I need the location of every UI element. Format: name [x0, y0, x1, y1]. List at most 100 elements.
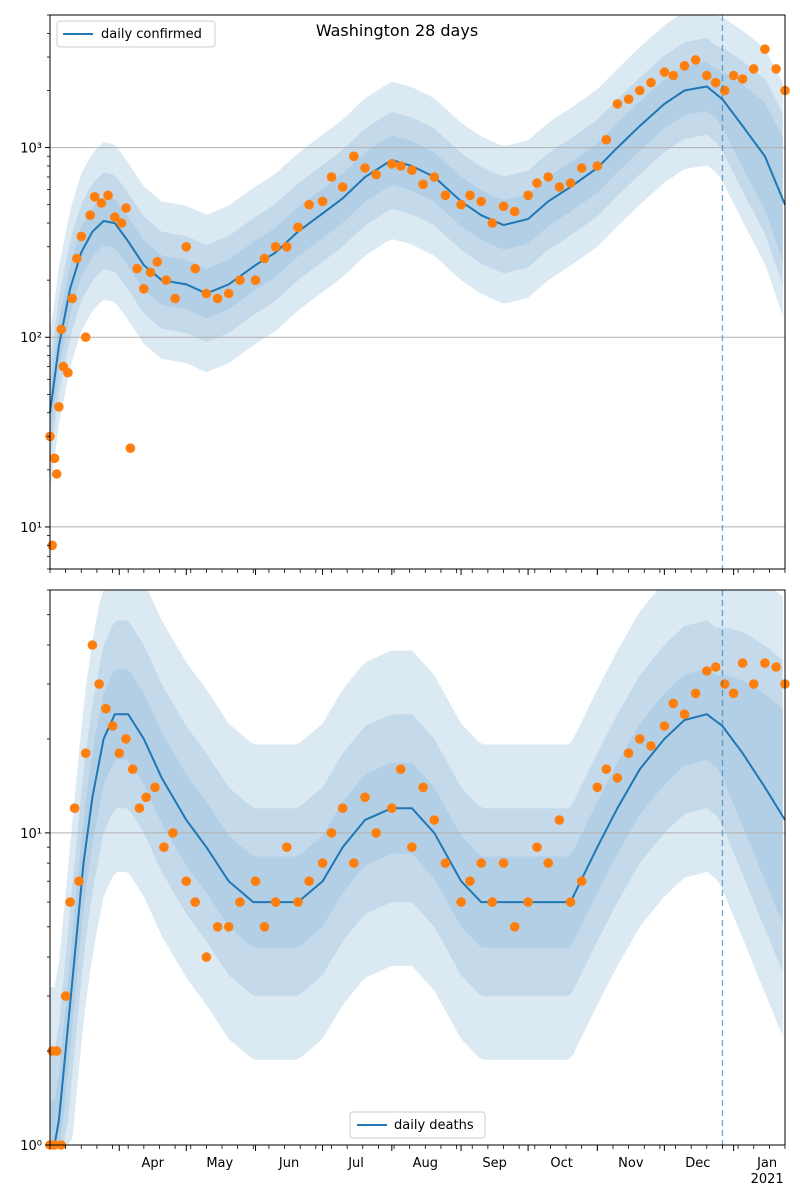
median-line-path — [49, 85, 786, 413]
x-tick-label: Jan — [756, 1156, 777, 1171]
observed-point — [418, 179, 428, 190]
observed-point — [690, 688, 701, 699]
confirmed-gridlines — [50, 147, 785, 528]
observed-point — [181, 242, 192, 252]
observed-point — [387, 803, 397, 813]
deaths-y-axis: 10⁰ 10¹ — [20, 589, 50, 1154]
deaths-median-line — [50, 713, 786, 1146]
observed-point — [80, 748, 91, 758]
x-tick-label: Sep — [482, 1156, 507, 1171]
observed-point — [337, 803, 348, 813]
x-tick-label: Aug — [413, 1156, 438, 1171]
observed-point — [771, 64, 781, 74]
observed-point — [74, 876, 84, 886]
observed-point — [429, 172, 440, 182]
observed-point — [114, 748, 125, 758]
observed-point — [72, 253, 82, 264]
observed-point — [737, 74, 748, 84]
observed-point — [282, 842, 292, 852]
observed-point — [139, 284, 149, 294]
observed-point — [51, 469, 62, 479]
observed-point — [456, 897, 466, 907]
observed-point — [235, 275, 245, 286]
observed-point — [349, 858, 359, 868]
y-tick-label: 10¹ — [20, 827, 42, 842]
x-tick-label: Jun — [278, 1156, 299, 1171]
x-tick-label: May — [206, 1156, 233, 1171]
x-tick-label: Apr — [142, 1156, 165, 1171]
observed-point — [259, 253, 270, 264]
observed-point — [635, 85, 645, 96]
observed-point — [101, 703, 111, 714]
confirmed-chart: 10¹ 10² 10³ Washington 28 days daily confi… — [20, 14, 790, 575]
observed-point — [317, 196, 328, 207]
observed-point — [161, 275, 171, 286]
observed-point — [371, 169, 382, 180]
observed-point — [702, 666, 712, 676]
observed-point — [212, 293, 223, 304]
observed-point — [259, 922, 270, 932]
observed-point — [509, 922, 520, 932]
observed-point — [659, 721, 670, 731]
y-tick-label: 10⁰ — [20, 1139, 42, 1154]
observed-point — [679, 709, 690, 719]
observed-point — [150, 782, 160, 793]
observed-point — [132, 263, 142, 274]
observed-point — [601, 134, 612, 145]
observed-point — [141, 792, 151, 803]
observed-point — [326, 828, 337, 838]
observed-point — [612, 773, 623, 783]
observed-point — [635, 734, 645, 744]
observed-point — [190, 263, 200, 274]
observed-point — [293, 222, 303, 233]
observed-point — [532, 842, 542, 852]
observed-point — [476, 196, 487, 207]
observed-point — [710, 77, 721, 88]
observed-point — [532, 178, 542, 188]
observed-point — [65, 897, 75, 907]
deaths-chart: 10⁰ 10¹ Apr May Jun Jul Aug Sep Oct Nov Dec Jan202… — [20, 589, 790, 1187]
observed-point — [748, 679, 759, 689]
x-tick-label: Nov — [618, 1156, 644, 1171]
confirmed-uncertainty-bands — [50, 15, 783, 492]
observed-point — [371, 828, 382, 838]
observed-point — [121, 203, 131, 213]
observed-point — [60, 991, 71, 1001]
confirmed-median-line — [49, 85, 786, 413]
y-tick-label: 10¹ — [20, 521, 42, 536]
x-tick-label: Dec — [685, 1156, 710, 1171]
observed-point — [67, 293, 78, 304]
observed-point — [509, 206, 520, 217]
observed-point — [760, 658, 770, 668]
observed-point — [51, 1046, 62, 1056]
x-tick-label: Jul — [347, 1156, 364, 1171]
observed-point — [63, 367, 73, 378]
observed-point — [728, 688, 739, 699]
observed-point — [223, 288, 234, 299]
observed-point — [395, 161, 406, 171]
observed-point — [87, 640, 98, 650]
observed-point — [565, 178, 576, 188]
observed-point — [407, 842, 417, 852]
observed-point — [771, 662, 781, 672]
observed-point — [623, 748, 634, 758]
observed-point — [690, 55, 701, 65]
observed-point — [159, 842, 169, 852]
deaths-axes-frame — [49, 589, 786, 1146]
observed-point — [440, 858, 451, 868]
observed-point — [702, 70, 712, 81]
observed-point — [612, 99, 623, 109]
y-tick-label: 10² — [20, 331, 42, 346]
observed-point — [152, 257, 162, 267]
observed-point — [201, 288, 212, 299]
observed-point — [543, 172, 553, 182]
observed-point — [107, 721, 118, 731]
observed-point — [250, 876, 261, 886]
observed-point — [387, 159, 397, 169]
observed-point — [293, 897, 303, 907]
observed-point — [110, 212, 120, 222]
observed-point — [523, 190, 533, 201]
observed-point — [76, 231, 87, 242]
uncertainty-band — [50, 590, 783, 1145]
